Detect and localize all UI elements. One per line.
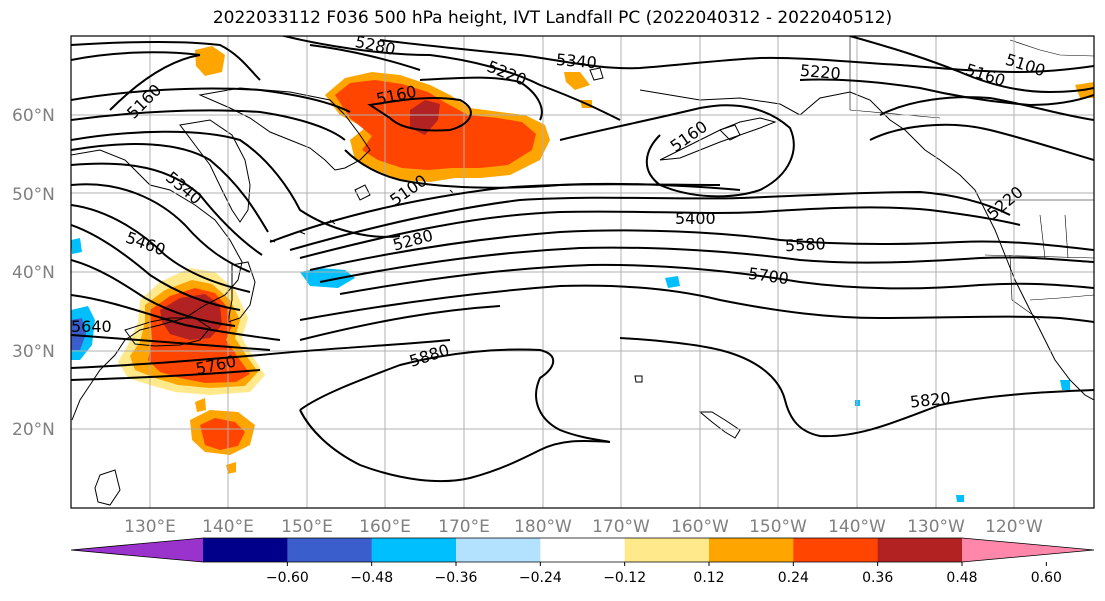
contour-label: 5340: [555, 50, 597, 72]
coastlines: [71, 67, 1094, 506]
lon-label: 180°W: [514, 517, 572, 537]
colorbar-tick-label: 0.60: [1031, 570, 1062, 586]
colorbar-extend-max: [962, 538, 1094, 562]
colorbar-tick-label: 0.36: [862, 570, 893, 586]
lon-label: 150°W: [749, 517, 807, 537]
lon-label: 170°E: [438, 517, 490, 537]
lon-label: 150°E: [281, 517, 333, 537]
ivt-small-patches: [195, 46, 1094, 108]
colorbar-segment: [287, 538, 373, 562]
figure-title: 2022033112 F036 500 hPa height, IVT Land…: [212, 8, 893, 28]
lon-label: 130°W: [907, 517, 965, 537]
colorbar-segment: [456, 538, 541, 562]
lon-label: 140°W: [828, 517, 886, 537]
colorbar-tick-label: 0.12: [693, 570, 724, 586]
colorbar-tick-label: 0.24: [778, 570, 809, 586]
contour-label: 5220: [799, 61, 841, 83]
lat-label: 60°N: [12, 106, 55, 126]
colorbar-segment: [371, 538, 457, 562]
contour-label: 5820: [909, 388, 951, 411]
latitude-labels: 60°N 50°N 40°N 30°N 20°N: [12, 106, 55, 440]
lat-label: 30°N: [12, 342, 55, 362]
colorbar-tick-label: −0.24: [519, 570, 562, 586]
lon-label: 140°E: [202, 517, 254, 537]
colorbar-tick-label: 0.48: [946, 570, 977, 586]
gridlines: [71, 36, 1094, 508]
colorbar-segment: [877, 538, 963, 562]
height-contours: [71, 36, 1094, 483]
colorbar-segment: [624, 538, 710, 562]
lat-label: 20°N: [12, 420, 55, 440]
lon-label: 160°E: [359, 517, 411, 537]
map-frame: [70, 35, 1095, 509]
lon-label: 170°W: [592, 517, 650, 537]
lon-label: 160°W: [671, 517, 729, 537]
contour-label: 5400: [675, 209, 716, 228]
colorbar-segment: [709, 538, 794, 562]
colorbar-segment: [793, 538, 879, 562]
colorbar-tick-label: −0.36: [435, 570, 478, 586]
colorbar-outline: [70, 537, 1095, 563]
colorbar-segment: [203, 538, 288, 562]
lon-label: 120°W: [985, 517, 1043, 537]
colorbar: −0.60 −0.48 −0.36 −0.24 −0.12 0.12 0.24 0.36 0.4…: [70, 537, 1095, 586]
contour-label: 5580: [785, 234, 827, 255]
colorbar-extend-min: [71, 538, 203, 562]
political-borders: [849, 36, 1094, 321]
ivt-negative-regions: [71, 238, 1070, 502]
colorbar-tick-label: −0.60: [266, 570, 309, 586]
lat-label: 40°N: [12, 263, 55, 283]
colorbar-tick-label: −0.12: [603, 570, 646, 586]
lat-label: 50°N: [12, 185, 55, 205]
longitude-labels: 130°E 140°E 150°E 160°E 170°E 180°W 170°…: [124, 517, 1043, 537]
colorbar-tick-label: −0.48: [350, 570, 393, 586]
contour-label: 5640: [71, 317, 112, 336]
lon-label: 130°E: [124, 517, 176, 537]
colorbar-segment: [540, 538, 626, 562]
